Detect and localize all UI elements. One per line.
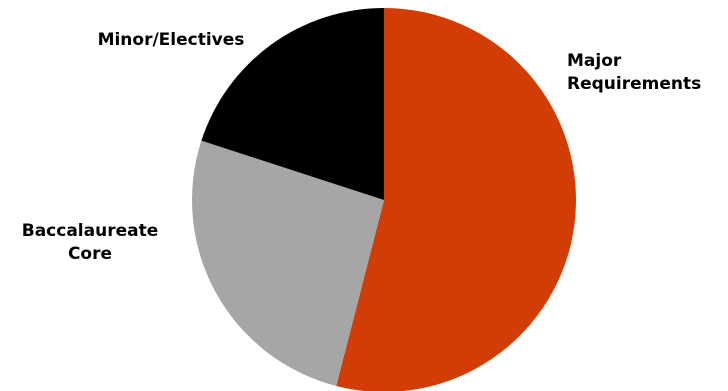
pie-label-minor-electives: Minor/Electives [98, 30, 245, 50]
pie-labels: Major Requirements Baccalaureate Core Minor/… [22, 30, 701, 264]
pie-slice-major-requirements [336, 8, 576, 391]
pie-slice-minor-electives [201, 8, 384, 200]
pie-label-major-requirements: Major Requirements [567, 51, 701, 94]
pie-slice-baccalaureate-core [192, 140, 384, 386]
pie-label-baccalaureate-core: Baccalaureate Core [22, 221, 159, 264]
pie-slices [192, 8, 576, 391]
